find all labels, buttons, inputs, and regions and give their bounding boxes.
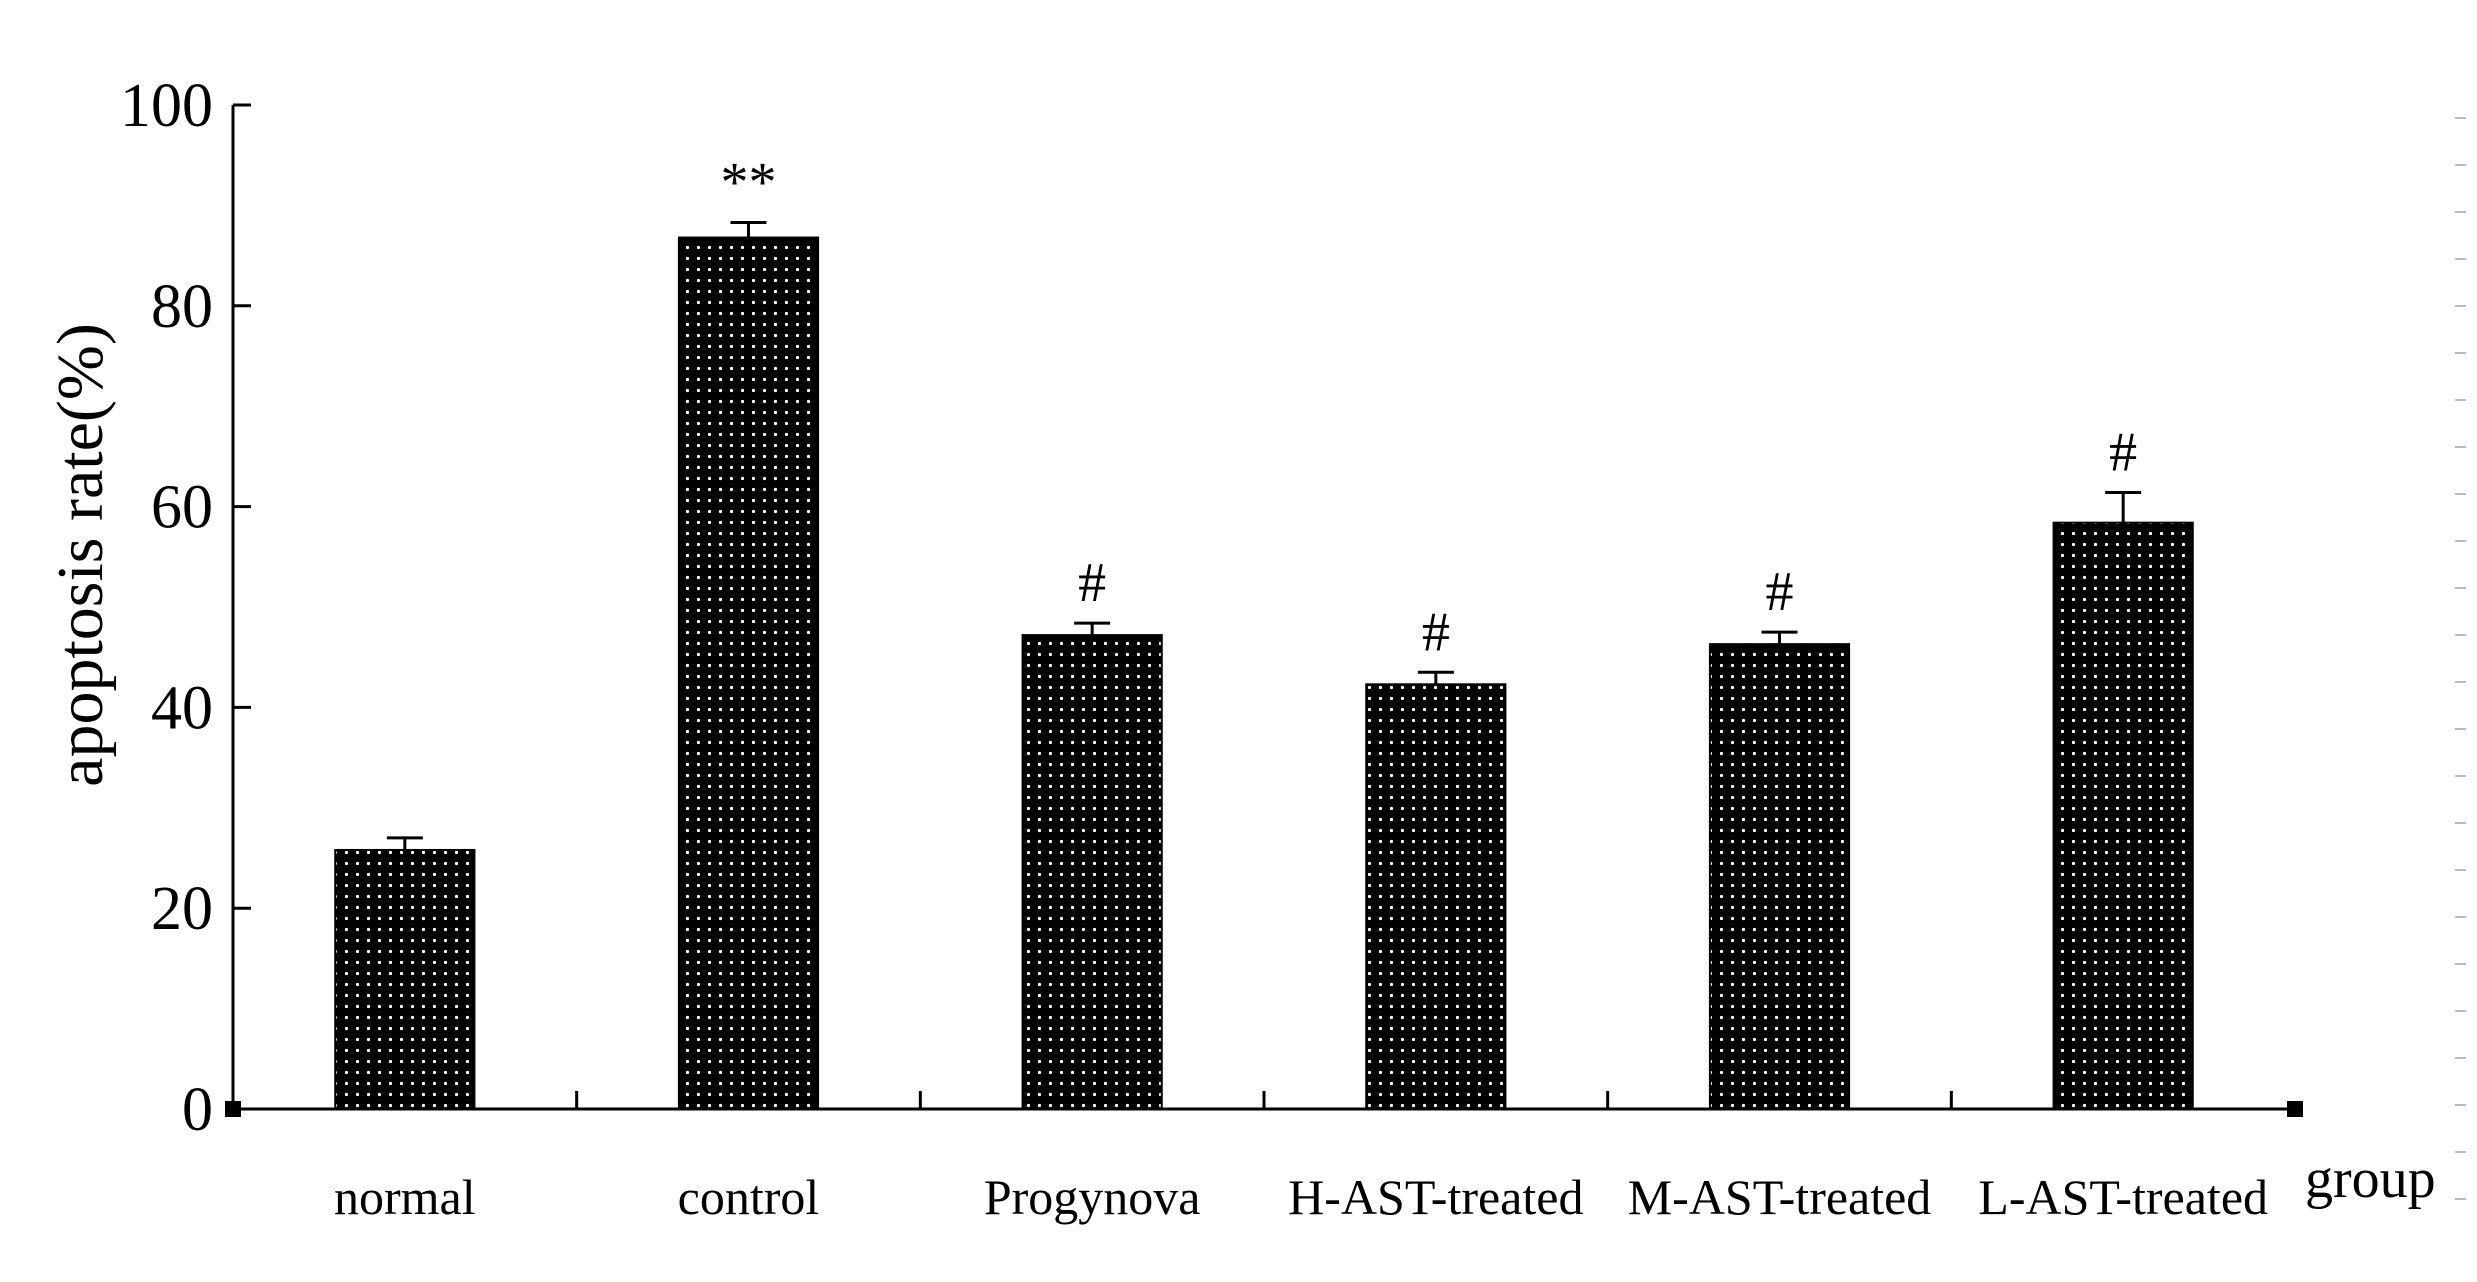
right-edge-dashes: [2455, 117, 2466, 1200]
significance-label: #: [2109, 422, 2137, 484]
y-tick-label: 60: [151, 474, 213, 542]
bar: [1021, 634, 1163, 1110]
bars-layer: [334, 220, 2194, 1111]
x-axis-end-marker: [2287, 1101, 2303, 1117]
labels-layer: 0 20 40 60 80 100 normal ** control # Progynova # H-…: [120, 72, 2268, 1225]
x-category-label: M-AST-treated: [1628, 1169, 1932, 1225]
axes-layer: [225, 103, 2303, 1117]
y-tick-label: 100: [120, 72, 213, 140]
x-category-label: H-AST-treated: [1288, 1169, 1583, 1225]
x-category-label: Progynova: [984, 1169, 1201, 1225]
y-tick-label: 0: [182, 1076, 213, 1144]
x-axis-title: group: [2305, 1148, 2436, 1210]
bar: [677, 236, 820, 1110]
significance-label: #: [1422, 601, 1450, 663]
bar: [334, 848, 476, 1111]
bar: [1365, 683, 1507, 1110]
y-tick-label: 40: [151, 674, 213, 742]
bar: [2052, 521, 2194, 1110]
y-axis-title: apoptosis rate(%): [44, 323, 117, 787]
x-category-label: L-AST-treated: [1978, 1169, 2268, 1225]
y-tick-label: 20: [151, 875, 213, 943]
bar: [1708, 643, 1851, 1110]
y-tick-label: 80: [151, 273, 213, 341]
significance-label: #: [1766, 561, 1794, 623]
significance-label: **: [721, 151, 777, 213]
significance-label: #: [1078, 552, 1106, 614]
x-category-label: control: [678, 1169, 820, 1225]
x-category-label: normal: [334, 1169, 476, 1225]
